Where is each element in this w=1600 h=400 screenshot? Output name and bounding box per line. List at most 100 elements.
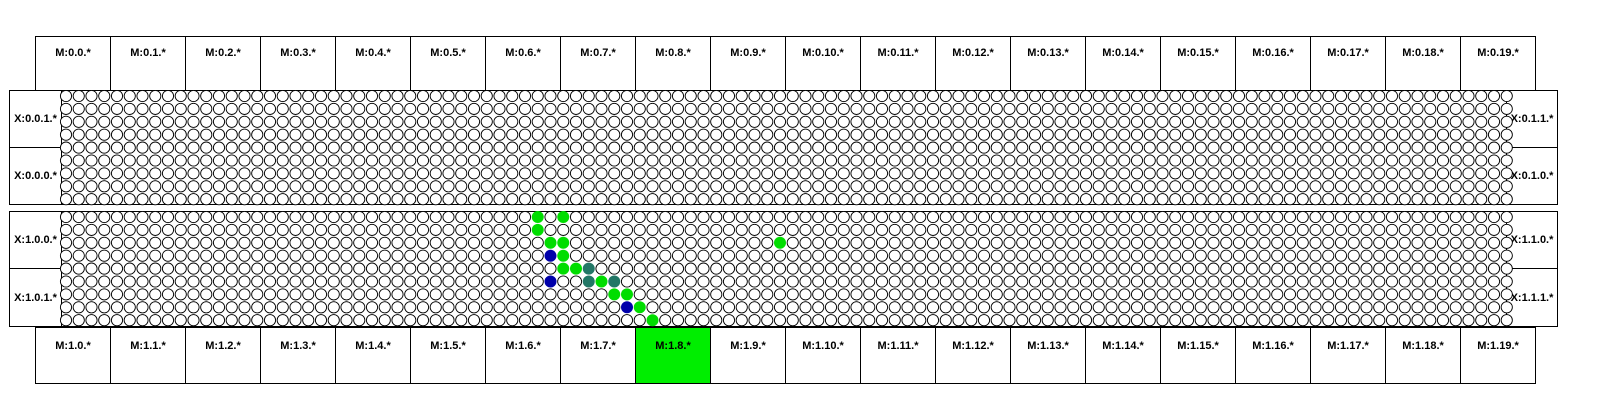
grid-node	[710, 128, 723, 141]
grid-node	[531, 128, 544, 141]
grid-node	[123, 128, 136, 141]
grid-node	[531, 288, 544, 301]
grid-node	[850, 249, 863, 262]
grid-node	[1424, 210, 1437, 224]
grid-node	[327, 275, 340, 288]
grid-node	[1271, 223, 1284, 236]
grid-node	[1271, 262, 1284, 275]
grid-node	[98, 154, 111, 167]
grid-node	[1436, 262, 1450, 275]
grid-node	[710, 180, 723, 193]
grid-node	[1156, 115, 1169, 128]
grid-node	[914, 301, 927, 314]
grid-node	[761, 141, 774, 154]
grid-node	[1016, 236, 1029, 249]
grid-node	[659, 180, 672, 193]
grid-node	[901, 89, 914, 103]
grid-node	[1118, 275, 1131, 288]
grid-node	[518, 180, 532, 193]
grid-node	[965, 314, 978, 327]
grid-node	[1207, 115, 1220, 128]
grid-node	[289, 167, 302, 180]
grid-node	[748, 167, 761, 180]
grid-node	[1500, 128, 1513, 141]
grid-node	[1322, 141, 1335, 154]
grid-node	[812, 301, 825, 314]
grid-node	[1411, 314, 1424, 327]
grid-node	[59, 249, 73, 262]
grid-node	[1016, 141, 1029, 154]
active-node	[557, 211, 570, 223]
grid-node	[1334, 180, 1348, 193]
grid-node	[837, 249, 850, 262]
grid-node	[824, 301, 838, 314]
grid-node	[314, 167, 328, 180]
grid-node	[1003, 223, 1016, 236]
grid-node	[1462, 154, 1475, 167]
grid-node	[1028, 314, 1042, 327]
grid-node	[1424, 154, 1437, 167]
grid-node	[863, 180, 876, 193]
grid-node	[1207, 180, 1220, 193]
grid-node	[276, 249, 289, 262]
grid-node	[1360, 223, 1373, 236]
grid-node	[646, 102, 659, 115]
grid-node	[136, 262, 149, 275]
grid-node	[659, 288, 672, 301]
grid-node	[773, 249, 787, 262]
grid-node	[1487, 89, 1501, 103]
grid-node	[531, 154, 544, 167]
grid-node	[1258, 141, 1271, 154]
grid-node	[850, 102, 863, 115]
top-module-11: M:0.11.*	[860, 36, 936, 91]
grid-node	[531, 275, 544, 288]
grid-node	[684, 141, 697, 154]
grid-node	[1487, 236, 1501, 249]
grid-node	[1271, 115, 1284, 128]
grid-node	[1398, 128, 1411, 141]
grid-node	[1449, 193, 1462, 206]
grid-node	[1105, 154, 1118, 167]
grid-node	[735, 249, 748, 262]
grid-node	[977, 210, 991, 224]
grid-node	[365, 288, 379, 301]
grid-node	[187, 167, 200, 180]
grid-node	[136, 128, 149, 141]
grid-node	[1245, 89, 1258, 103]
grid-node	[1105, 314, 1118, 327]
grid-node	[1347, 275, 1360, 288]
grid-node	[442, 210, 455, 224]
grid-node	[646, 141, 659, 154]
grid-node	[965, 236, 978, 249]
grid-node	[1373, 167, 1386, 180]
grid-node	[200, 262, 213, 275]
grid-node	[1181, 115, 1195, 128]
grid-node	[518, 262, 532, 275]
grid-node	[1118, 167, 1131, 180]
grid-node	[1143, 249, 1156, 262]
top-module-0: M:0.0.*	[35, 36, 111, 91]
grid-node	[212, 154, 226, 167]
grid-node	[251, 236, 264, 249]
grid-node	[391, 275, 404, 288]
grid-node	[837, 288, 850, 301]
grid-node	[365, 301, 379, 314]
grid-node	[225, 167, 238, 180]
grid-node	[990, 167, 1003, 180]
grid-node	[416, 223, 430, 236]
grid-node	[1424, 301, 1437, 314]
grid-node	[1181, 236, 1195, 249]
grid-node	[952, 154, 965, 167]
grid-node	[289, 89, 302, 103]
grid-node	[1487, 210, 1501, 224]
grid-node	[136, 301, 149, 314]
grid-node	[557, 154, 570, 167]
grid-node	[531, 301, 544, 314]
grid-node	[327, 249, 340, 262]
grid-node	[1424, 167, 1437, 180]
grid-node	[837, 89, 850, 103]
grid-node	[314, 102, 328, 115]
grid-node	[506, 288, 519, 301]
grid-node	[1271, 102, 1284, 115]
grid-node	[646, 262, 659, 275]
